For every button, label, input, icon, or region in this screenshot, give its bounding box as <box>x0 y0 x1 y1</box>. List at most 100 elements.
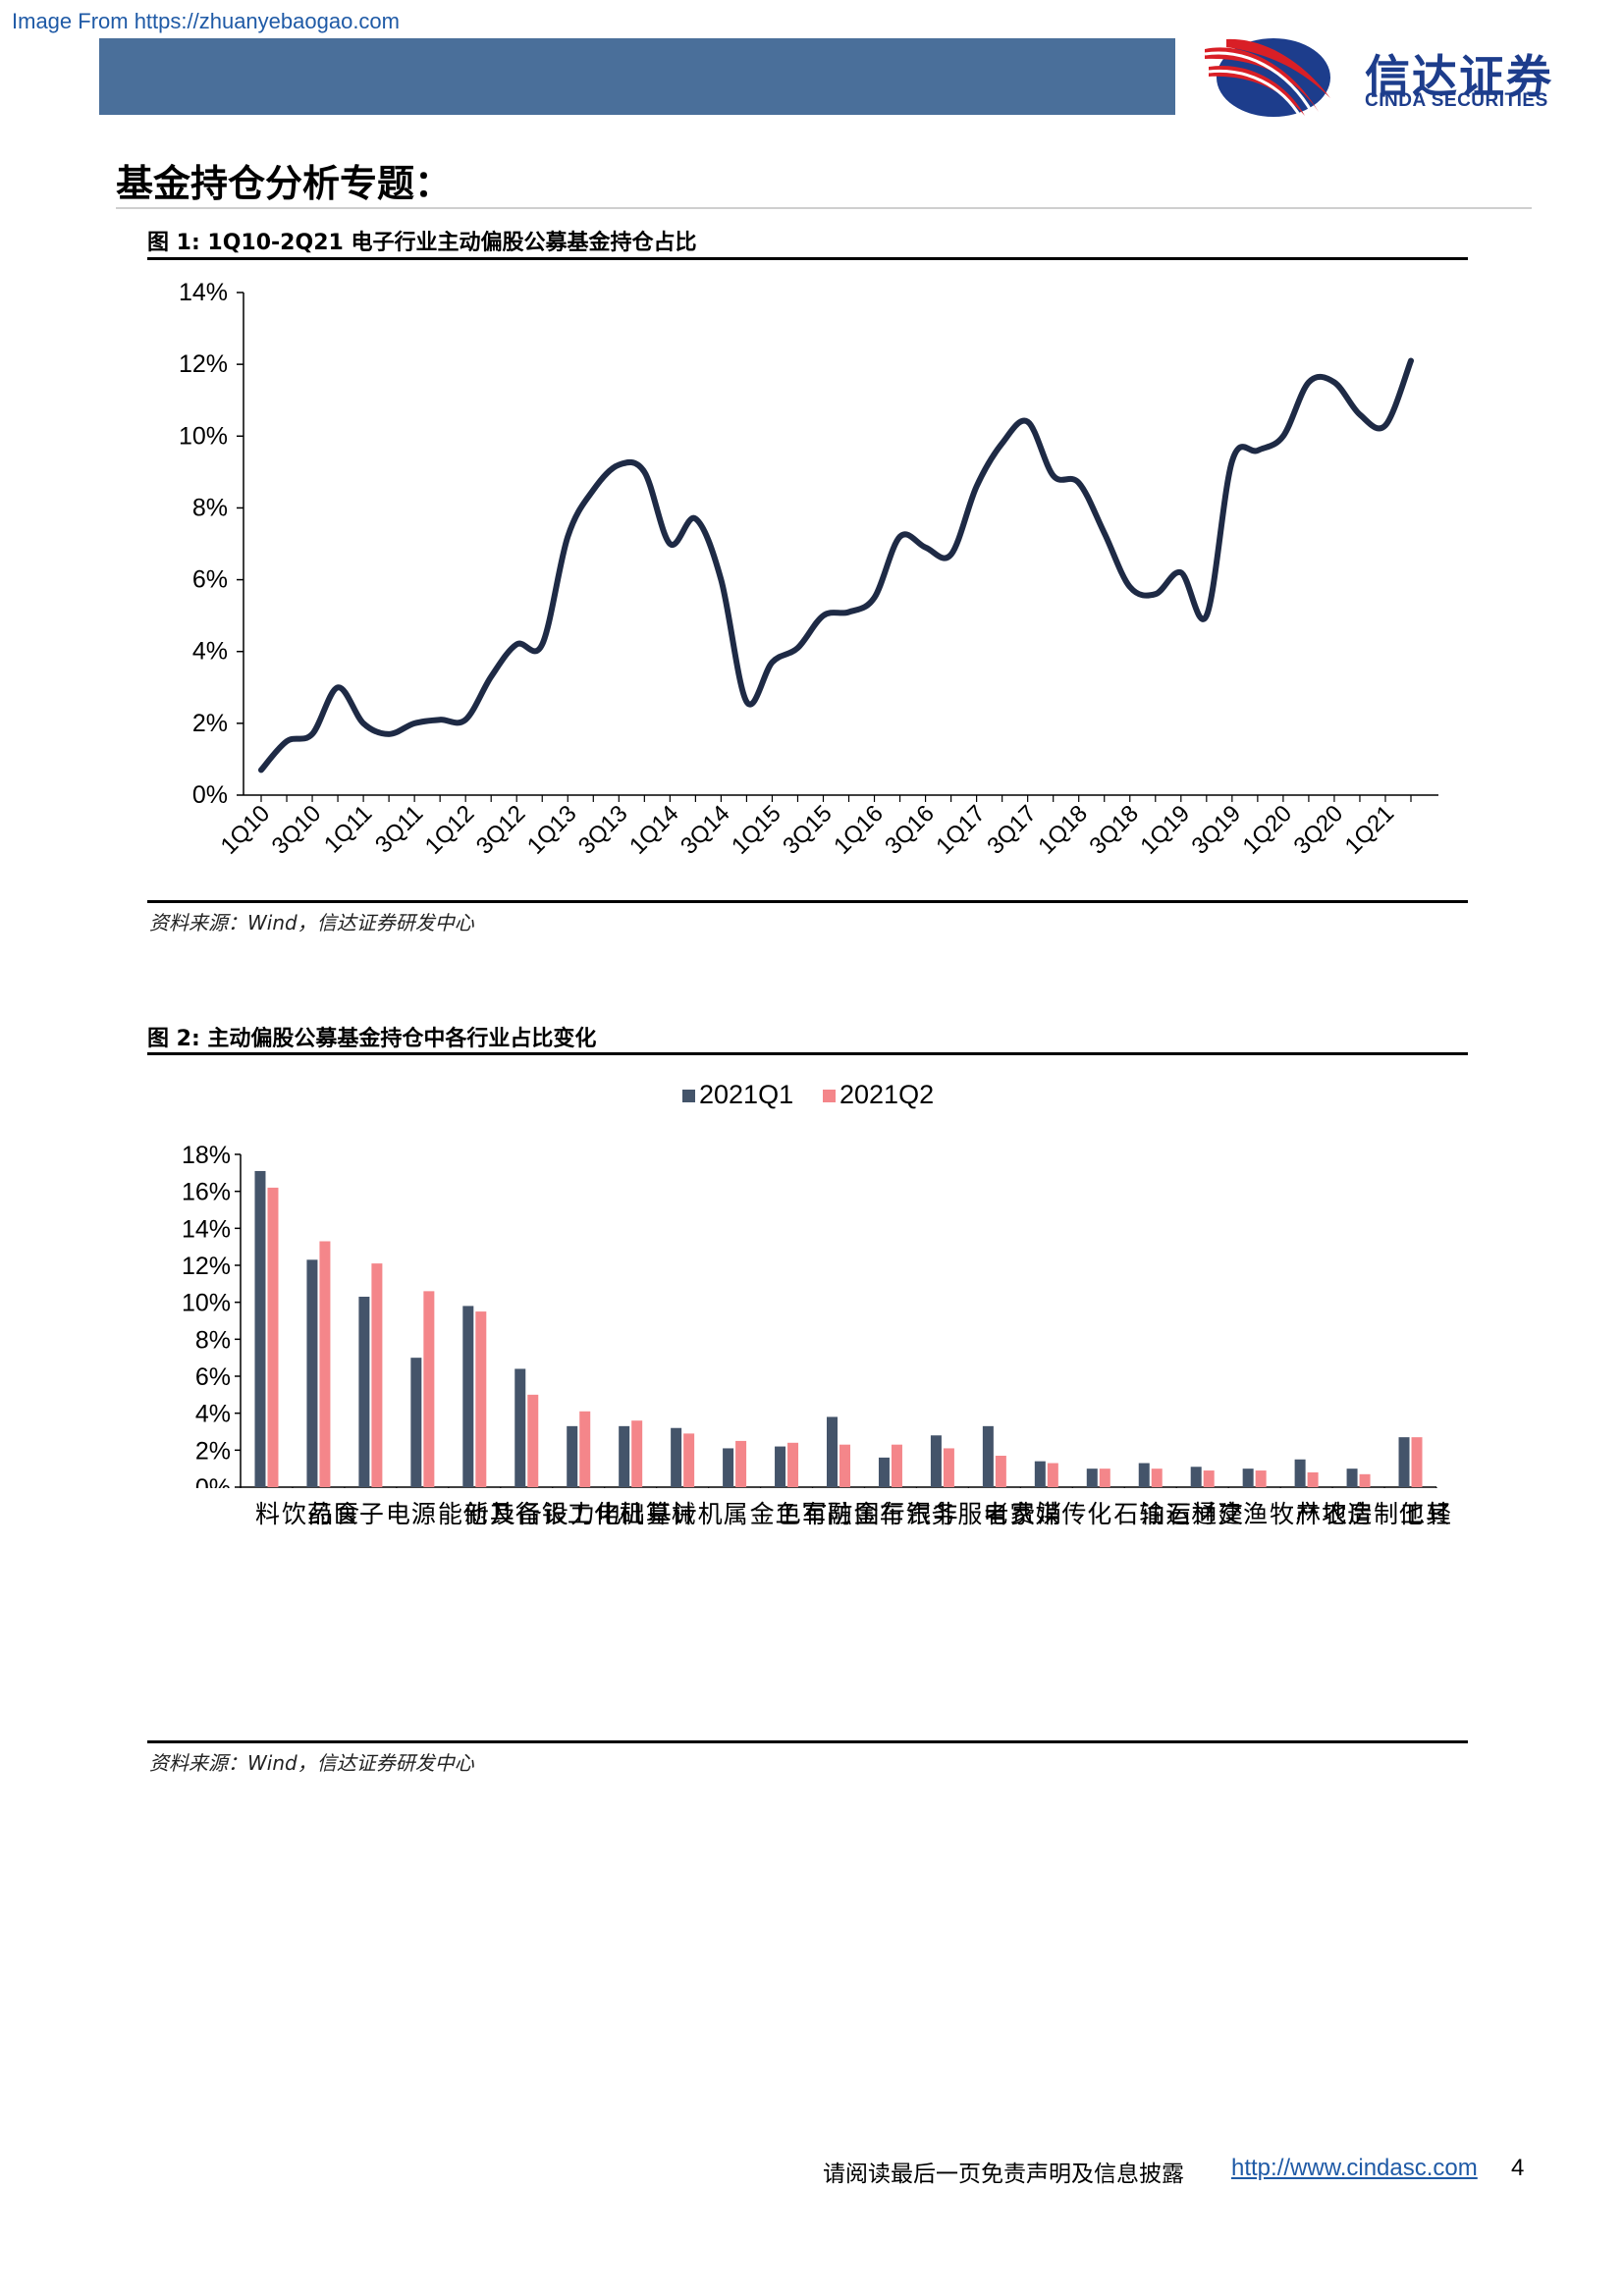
bar-2021q2 <box>891 1444 902 1487</box>
bar-2021q1 <box>1190 1467 1202 1487</box>
page-number: 4 <box>1511 2155 1525 2181</box>
y-tick-label: 14% <box>182 1215 231 1243</box>
y-tick-label: 14% <box>179 279 228 306</box>
bar-2021q2 <box>1099 1468 1110 1487</box>
legend-label: 2021Q1 <box>699 1080 793 1109</box>
y-tick-label: 12% <box>182 1253 231 1280</box>
y-tick-label: 4% <box>192 638 228 666</box>
bar-2021q1 <box>1138 1463 1150 1487</box>
bar-2021q2 <box>787 1442 799 1487</box>
x-tick-label: 1Q18 <box>1033 800 1093 860</box>
watermark-text: Image From https://zhuanyebaogao.com <box>12 9 400 33</box>
x-tick-label: 3Q15 <box>778 800 838 860</box>
y-tick-label: 4% <box>195 1401 231 1428</box>
bar-2021q1 <box>1086 1468 1098 1487</box>
x-category-label: 汽车 <box>875 1501 931 1525</box>
y-tick-label: 8% <box>195 1326 231 1354</box>
bar-2021q1 <box>1242 1468 1254 1487</box>
legend-swatch <box>682 1090 695 1102</box>
figure1-top-rule <box>147 257 1468 260</box>
figure1-title: 图 1: 1Q10-2Q21 电子行业主动偏股公募基金持仓占比 <box>147 231 697 255</box>
bar-2021q2 <box>475 1311 487 1487</box>
bar-2021q1 <box>619 1425 630 1487</box>
section-title: 基金持仓分析专题： <box>116 162 453 205</box>
x-tick-label: 3Q17 <box>982 800 1042 860</box>
figure1-source: 资料来源：Wind，信达证券研发中心 <box>149 911 474 934</box>
x-category-label: 消费者服务 <box>927 1501 1062 1525</box>
x-tick-label: 3Q19 <box>1186 800 1246 860</box>
bar-2021q2 <box>1307 1471 1319 1487</box>
x-tick-label: 3Q14 <box>676 800 735 860</box>
bar-2021q2 <box>943 1448 954 1487</box>
x-tick-label: 1Q12 <box>420 800 480 860</box>
bar-2021q2 <box>527 1394 539 1487</box>
x-tick-label: 3Q10 <box>267 800 327 860</box>
y-tick-label: 10% <box>179 422 228 450</box>
x-category-label: 传媒 <box>1031 1501 1087 1525</box>
series-line <box>258 357 1414 774</box>
x-category-label: 电力设备及新能源 <box>407 1501 623 1525</box>
bar-2021q1 <box>1294 1459 1306 1487</box>
x-category-label: 交通运输 <box>1135 1501 1244 1525</box>
bar-2021q2 <box>1151 1468 1163 1487</box>
bar-2021q1 <box>410 1358 422 1487</box>
bar-2021q1 <box>567 1425 578 1487</box>
x-category-label: 石油石化 <box>1083 1501 1192 1525</box>
bar-2021q1 <box>878 1457 890 1487</box>
x-category-label: 其他 <box>460 1501 515 1525</box>
x-category-label: 电子 <box>355 1501 411 1525</box>
legend-label: 2021Q2 <box>839 1080 934 1109</box>
bar-2021q2 <box>1359 1473 1371 1487</box>
website-link[interactable]: http://www.cindasc.com <box>1231 2155 1478 2181</box>
y-tick-label: 10% <box>182 1290 231 1317</box>
y-tick-label: 12% <box>179 350 228 378</box>
figure2-title: 图 2: 主动偏股公募基金持仓中各行业占比变化 <box>147 1027 597 1051</box>
bar-2021q2 <box>371 1263 383 1487</box>
x-tick-label: 3Q13 <box>573 800 633 860</box>
x-tick-label: 1Q14 <box>624 800 684 860</box>
x-category-label: 有色金属 <box>720 1501 829 1525</box>
bar-2021q2 <box>1255 1470 1267 1487</box>
x-tick-label: 3Q12 <box>471 800 531 860</box>
bar-2021q2 <box>1411 1437 1423 1487</box>
x-tick-label: 1Q21 <box>1340 800 1400 860</box>
y-tick-label: 6% <box>195 1363 231 1391</box>
bar-2021q2 <box>1047 1463 1058 1487</box>
y-tick-label: 18% <box>182 1142 231 1169</box>
x-tick-label: 3Q20 <box>1289 800 1349 860</box>
x-tick-label: 1Q16 <box>829 800 889 860</box>
x-category-label: 其他 <box>1395 1501 1451 1525</box>
bar-2021q2 <box>267 1187 279 1487</box>
x-tick-label: 3Q16 <box>880 800 940 860</box>
header-bar <box>99 38 1175 115</box>
line-chart: 0%2%4%6%8%10%12%14%1Q103Q101Q113Q111Q123… <box>179 279 1438 860</box>
x-category-label: 食品饮料 <box>251 1501 360 1525</box>
x-category-label: 医药 <box>303 1501 359 1525</box>
x-tick-label: 1Q11 <box>319 800 377 858</box>
bar-2021q1 <box>775 1446 786 1487</box>
x-category-label: 房地产 <box>1291 1501 1374 1525</box>
brand-name-cn: 信达证券 <box>1365 50 1553 103</box>
brand-name-en: CINDA SECURITIES <box>1365 90 1548 111</box>
bar-2021q1 <box>306 1259 318 1487</box>
bar-2021q2 <box>683 1433 695 1487</box>
bar-2021q1 <box>254 1170 266 1487</box>
bar-2021q2 <box>579 1411 591 1487</box>
x-tick-label: 3Q18 <box>1084 800 1144 860</box>
bar-2021q1 <box>723 1448 734 1487</box>
bar-2021q1 <box>930 1435 942 1487</box>
bar-2021q1 <box>462 1306 474 1487</box>
x-category-label: 农林牧渔 <box>1239 1501 1348 1525</box>
x-category-label: 国防军工 <box>772 1501 881 1525</box>
bar-2021q1 <box>1398 1437 1410 1487</box>
x-tick-label: 1Q15 <box>727 800 786 860</box>
x-category-label: 机械 <box>668 1501 724 1525</box>
figure2-top-rule <box>147 1052 1468 1055</box>
y-tick-label: 16% <box>182 1179 231 1206</box>
x-tick-label: 1Q13 <box>522 800 582 860</box>
y-tick-label: 0% <box>195 1474 231 1488</box>
legend-swatch <box>823 1090 836 1102</box>
x-category-label: 计算机 <box>616 1501 698 1525</box>
figure2-bottom-rule <box>147 1740 1468 1743</box>
x-tick-label: 1Q17 <box>931 800 991 860</box>
